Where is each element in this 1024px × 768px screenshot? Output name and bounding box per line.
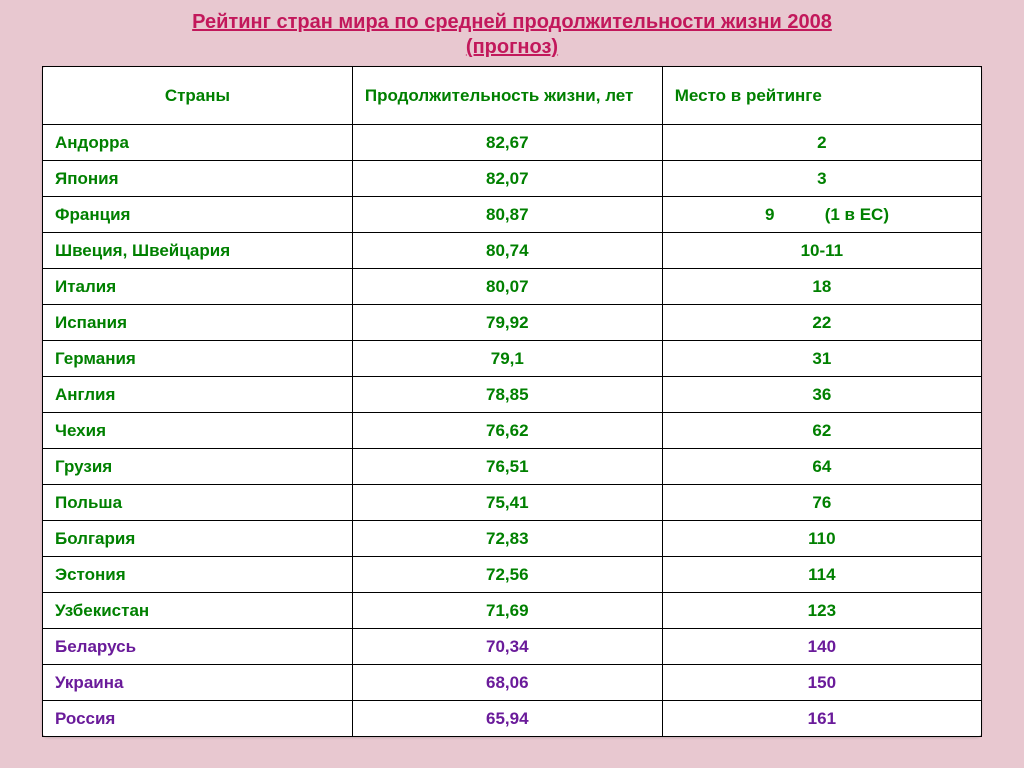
cell-rank: 62 bbox=[662, 413, 981, 449]
cell-rank: 110 bbox=[662, 521, 981, 557]
table-row: Франция80,87 9 (1 в ЕС) bbox=[43, 197, 982, 233]
cell-rank: 3 bbox=[662, 161, 981, 197]
cell-life: 76,62 bbox=[352, 413, 662, 449]
cell-life: 65,94 bbox=[352, 701, 662, 737]
cell-life: 79,92 bbox=[352, 305, 662, 341]
table-row: Чехия76,6262 bbox=[43, 413, 982, 449]
cell-life: 70,34 bbox=[352, 629, 662, 665]
cell-country: Беларусь bbox=[43, 629, 353, 665]
cell-rank: 150 bbox=[662, 665, 981, 701]
cell-rank: 10-11 bbox=[662, 233, 981, 269]
table-row: Швеция, Швейцария80,7410-11 bbox=[43, 233, 982, 269]
cell-rank: 9 (1 в ЕС) bbox=[662, 197, 981, 233]
cell-country: Германия bbox=[43, 341, 353, 377]
cell-life: 82,07 bbox=[352, 161, 662, 197]
cell-rank: 31 bbox=[662, 341, 981, 377]
cell-life: 78,85 bbox=[352, 377, 662, 413]
table-row: Болгария72,83110 bbox=[43, 521, 982, 557]
cell-country: Болгария bbox=[43, 521, 353, 557]
table-row: Грузия76,5164 bbox=[43, 449, 982, 485]
cell-life: 82,67 bbox=[352, 125, 662, 161]
cell-country: Узбекистан bbox=[43, 593, 353, 629]
page-title: Рейтинг стран мира по средней продолжите… bbox=[42, 10, 982, 60]
cell-country: Италия bbox=[43, 269, 353, 305]
cell-rank: 64 bbox=[662, 449, 981, 485]
table-row: Украина68,06150 bbox=[43, 665, 982, 701]
cell-country: Украина bbox=[43, 665, 353, 701]
table-body: Андорра82,672Япония82,073Франция80,879(1… bbox=[43, 125, 982, 737]
cell-rank: 36 bbox=[662, 377, 981, 413]
cell-country: Чехия bbox=[43, 413, 353, 449]
table-row: Англия78,8536 bbox=[43, 377, 982, 413]
cell-country: Швеция, Швейцария bbox=[43, 233, 353, 269]
rank-value: 9 bbox=[755, 205, 785, 225]
table-row: Япония82,073 bbox=[43, 161, 982, 197]
table-row: Андорра82,672 bbox=[43, 125, 982, 161]
column-header-country: Страны bbox=[43, 67, 353, 125]
cell-country: Англия bbox=[43, 377, 353, 413]
cell-life: 72,56 bbox=[352, 557, 662, 593]
cell-country: Япония bbox=[43, 161, 353, 197]
cell-life: 80,74 bbox=[352, 233, 662, 269]
cell-life: 75,41 bbox=[352, 485, 662, 521]
cell-country: Испания bbox=[43, 305, 353, 341]
cell-life: 80,07 bbox=[352, 269, 662, 305]
cell-rank: 22 bbox=[662, 305, 981, 341]
cell-rank: 140 bbox=[662, 629, 981, 665]
table-row: Испания79,9222 bbox=[43, 305, 982, 341]
page: Рейтинг стран мира по средней продолжите… bbox=[0, 0, 1024, 768]
cell-country: Грузия bbox=[43, 449, 353, 485]
table-header-row: Страны Продолжительность жизни, лет Мест… bbox=[43, 67, 982, 125]
table-row: Эстония72,56114 bbox=[43, 557, 982, 593]
cell-country: Польша bbox=[43, 485, 353, 521]
table-row: Россия65,94161 bbox=[43, 701, 982, 737]
table-card: Страны Продолжительность жизни, лет Мест… bbox=[42, 66, 982, 737]
cell-rank: 18 bbox=[662, 269, 981, 305]
cell-life: 68,06 bbox=[352, 665, 662, 701]
table-row: Польша75,4176 bbox=[43, 485, 982, 521]
cell-life: 79,1 bbox=[352, 341, 662, 377]
cell-country: Франция bbox=[43, 197, 353, 233]
column-header-life: Продолжительность жизни, лет bbox=[352, 67, 662, 125]
column-header-rank: Место в рейтинге bbox=[662, 67, 981, 125]
cell-rank: 2 bbox=[662, 125, 981, 161]
title-line-1: Рейтинг стран мира по средней продолжите… bbox=[192, 11, 832, 33]
table-row: Италия80,0718 bbox=[43, 269, 982, 305]
cell-country: Россия bbox=[43, 701, 353, 737]
cell-life: 72,83 bbox=[352, 521, 662, 557]
cell-rank: 76 bbox=[662, 485, 981, 521]
rank-with-note: 9 (1 в ЕС) bbox=[675, 205, 969, 225]
cell-life: 71,69 bbox=[352, 593, 662, 629]
title-line-2: (прогноз) bbox=[466, 36, 558, 58]
cell-rank: 114 bbox=[662, 557, 981, 593]
table-row: Германия79,131 bbox=[43, 341, 982, 377]
cell-life: 80,87 bbox=[352, 197, 662, 233]
rank-note: (1 в ЕС) bbox=[825, 205, 889, 225]
table-row: Узбекистан71,69123 bbox=[43, 593, 982, 629]
cell-country: Андорра bbox=[43, 125, 353, 161]
cell-rank: 161 bbox=[662, 701, 981, 737]
table-row: Беларусь70,34140 bbox=[43, 629, 982, 665]
cell-life: 76,51 bbox=[352, 449, 662, 485]
cell-rank: 123 bbox=[662, 593, 981, 629]
cell-country: Эстония bbox=[43, 557, 353, 593]
life-expectancy-table: Страны Продолжительность жизни, лет Мест… bbox=[42, 66, 982, 737]
